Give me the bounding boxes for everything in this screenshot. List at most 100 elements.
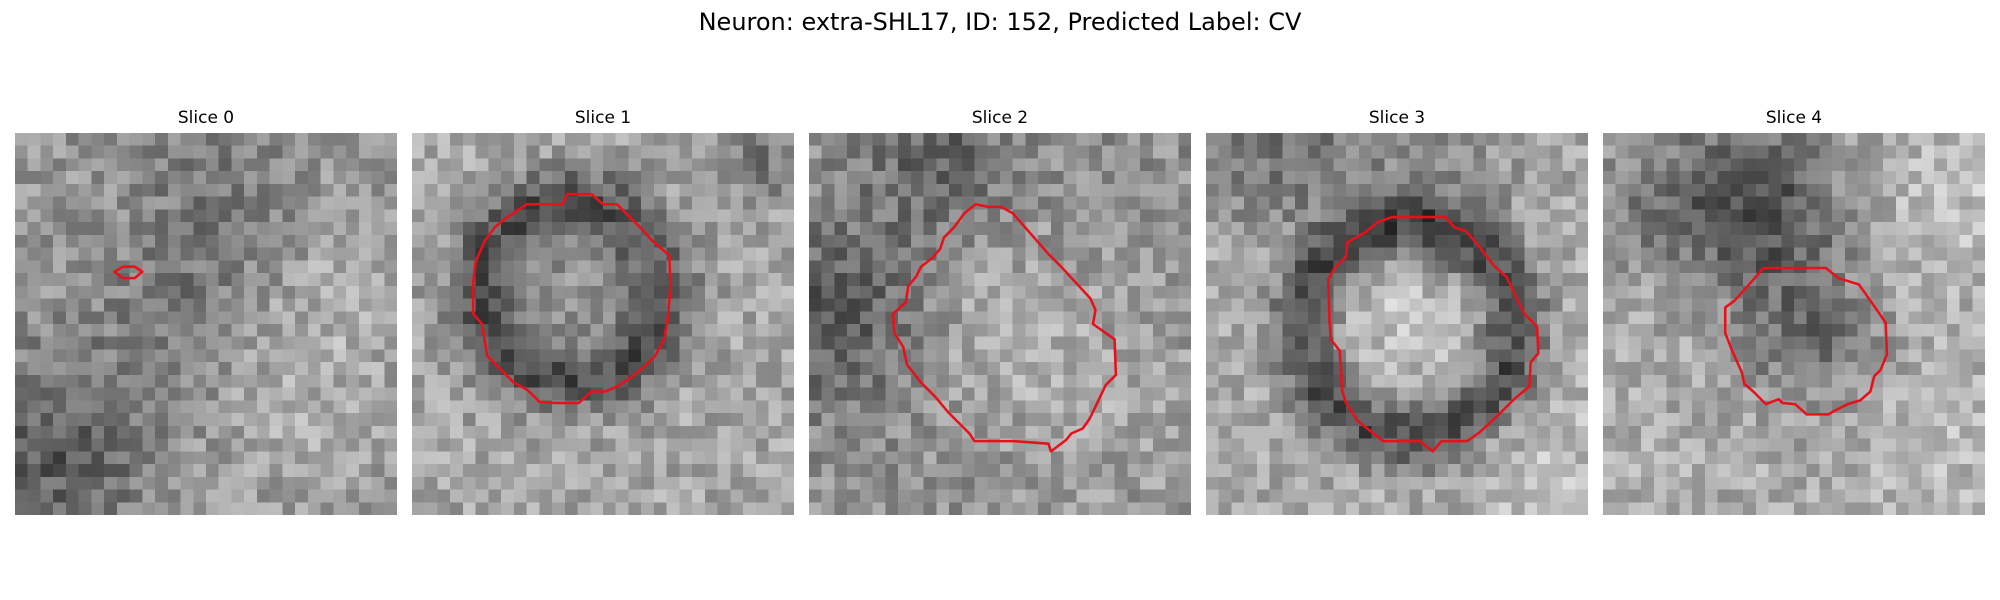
image-pixel — [346, 502, 360, 515]
image-pixel — [167, 285, 181, 299]
image-pixel — [1231, 502, 1245, 515]
image-pixel — [206, 196, 219, 210]
image-pixel — [974, 489, 988, 503]
image-pixel — [1206, 451, 1219, 465]
image-pixel — [949, 260, 963, 274]
image-pixel — [1921, 374, 1935, 388]
image-pixel — [539, 464, 553, 478]
image-pixel — [193, 374, 207, 388]
image-pixel — [961, 349, 975, 363]
image-pixel — [1921, 133, 1935, 146]
image-pixel — [1562, 158, 1576, 172]
image-pixel — [256, 400, 270, 414]
image-pixel — [1282, 362, 1296, 376]
image-pixel — [679, 336, 693, 350]
image-pixel — [539, 285, 553, 299]
image-pixel — [1717, 425, 1731, 439]
image-pixel — [346, 234, 360, 248]
image-pixel — [91, 145, 105, 159]
image-pixel — [885, 247, 899, 261]
image-pixel — [256, 476, 270, 490]
image-pixel — [1717, 171, 1731, 185]
image-pixel — [412, 273, 425, 287]
image-pixel — [821, 298, 835, 312]
image-pixel — [513, 171, 527, 185]
image-pixel — [1615, 222, 1629, 236]
image-pixel — [1409, 145, 1423, 159]
image-pixel — [961, 183, 975, 197]
image-pixel — [590, 298, 604, 312]
image-pixel — [1730, 145, 1744, 159]
image-pixel — [256, 349, 270, 363]
image-pixel — [193, 502, 207, 515]
image-pixel — [717, 222, 731, 236]
image-pixel — [949, 145, 963, 159]
image-pixel — [1946, 438, 1960, 452]
image-pixel — [320, 336, 334, 350]
image-pixel — [53, 502, 67, 515]
image-pixel — [679, 158, 693, 172]
image-pixel — [1397, 324, 1410, 337]
image-pixel — [142, 476, 156, 490]
image-pixel — [1000, 425, 1013, 439]
image-pixel — [1575, 349, 1588, 363]
image-pixel — [1435, 234, 1449, 248]
image-pixel — [53, 247, 67, 261]
image-pixel — [603, 502, 616, 515]
image-pixel — [1460, 374, 1474, 388]
image-pixel — [307, 374, 321, 388]
image-pixel — [1857, 400, 1871, 414]
image-pixel — [1384, 260, 1398, 274]
image-pixel — [781, 183, 794, 197]
image-pixel — [53, 209, 67, 223]
image-pixel — [1371, 451, 1385, 465]
image-pixel — [603, 260, 616, 274]
image-pixel — [1959, 196, 1973, 210]
image-pixel — [167, 311, 181, 325]
image-pixel — [730, 336, 744, 350]
image-pixel — [679, 438, 693, 452]
image-pixel — [1562, 324, 1576, 337]
image-pixel — [1063, 362, 1077, 376]
image-pixel — [692, 158, 706, 172]
image-pixel — [1140, 438, 1154, 452]
image-pixel — [1089, 425, 1103, 439]
image-pixel — [1537, 476, 1551, 490]
image-pixel — [1333, 502, 1347, 515]
image-pixel — [346, 387, 360, 401]
image-pixel — [256, 145, 270, 159]
image-pixel — [1114, 502, 1128, 515]
image-pixel — [1282, 171, 1296, 185]
image-pixel — [603, 285, 616, 299]
image-pixel — [371, 374, 385, 388]
image-pixel — [1269, 183, 1283, 197]
image-pixel — [1717, 438, 1731, 452]
image-pixel — [1473, 502, 1487, 515]
image-pixel — [53, 285, 67, 299]
image-pixel — [1946, 451, 1960, 465]
image-pixel — [53, 234, 67, 248]
image-pixel — [307, 311, 321, 325]
image-pixel — [987, 171, 1001, 185]
image-pixel — [218, 438, 232, 452]
image-pixel — [424, 425, 438, 439]
image-pixel — [295, 476, 309, 490]
image-pixel — [1844, 196, 1858, 210]
image-pixel — [949, 336, 963, 350]
image-pixel — [590, 438, 604, 452]
image-pixel — [1794, 362, 1807, 376]
image-pixel — [1089, 171, 1103, 185]
image-pixel — [949, 171, 963, 185]
image-pixel — [1562, 133, 1576, 146]
image-pixel — [1768, 222, 1782, 236]
image-pixel — [1666, 260, 1680, 274]
image-pixel — [333, 489, 347, 503]
image-pixel — [603, 183, 616, 197]
image-pixel — [692, 171, 706, 185]
image-pixel — [1870, 489, 1884, 503]
image-pixel — [923, 400, 937, 414]
image-pixel — [15, 285, 28, 299]
image-pixel — [1895, 502, 1909, 515]
image-pixel — [1972, 145, 1985, 159]
image-pixel — [1231, 413, 1245, 427]
